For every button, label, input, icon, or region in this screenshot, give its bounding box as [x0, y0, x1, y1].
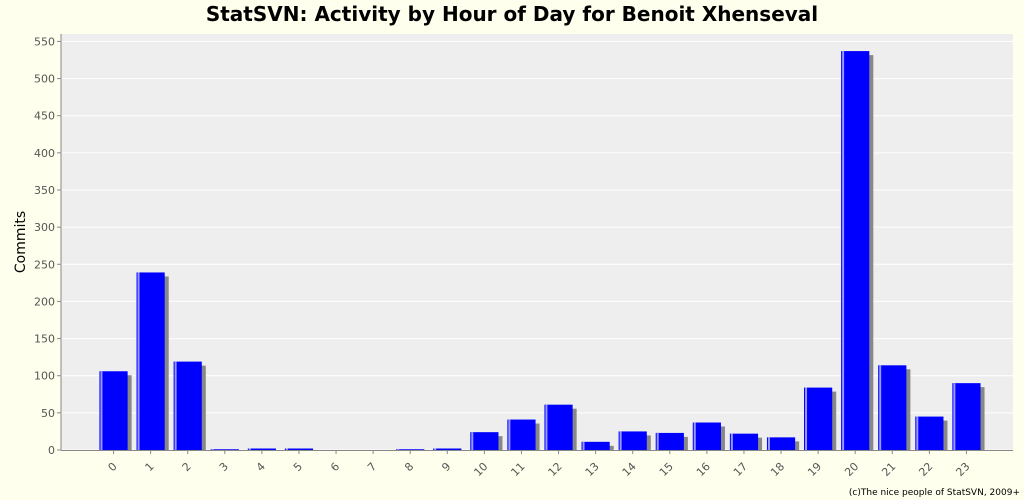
- x-tick-label: 0: [106, 460, 120, 474]
- x-tick-label: 6: [328, 460, 342, 474]
- x-tick-label: 3: [217, 460, 231, 474]
- bar: [729, 433, 759, 450]
- bar: [952, 383, 981, 450]
- bar-highlight: [285, 448, 288, 450]
- bar-highlight: [100, 371, 103, 450]
- bar: [173, 361, 202, 450]
- bar-highlight: [471, 432, 474, 450]
- bar: [766, 437, 796, 450]
- x-tick-label: 4: [254, 460, 268, 474]
- bar: [433, 448, 462, 450]
- footer-credit: (c)The nice people of StatSVN, 2009+: [849, 488, 1020, 498]
- bar: [804, 387, 833, 450]
- y-axis: 0 50 100 150 200 250 300 350 400 450 500 550: [34, 34, 62, 457]
- y-tick-label: 400: [34, 147, 55, 160]
- y-tick-label: 450: [34, 110, 55, 123]
- bar: [915, 416, 944, 450]
- bar-highlight: [545, 404, 548, 450]
- bar: [99, 371, 128, 450]
- y-tick-label: 350: [34, 184, 55, 197]
- x-tick-label: 16: [694, 460, 713, 479]
- bar-highlight: [730, 433, 733, 450]
- bar: [618, 431, 647, 450]
- bar-highlight: [656, 432, 659, 450]
- x-tick-label: 18: [768, 460, 787, 479]
- bar: [210, 449, 239, 450]
- bar-highlight: [619, 431, 622, 450]
- x-tick-label: 13: [583, 460, 602, 479]
- bar-highlight: [211, 449, 214, 450]
- x-tick-label: 17: [731, 460, 750, 479]
- x-tick-label: 21: [879, 460, 898, 479]
- bar-highlight: [953, 383, 956, 450]
- y-tick-label: 550: [34, 35, 55, 48]
- bar-highlight: [582, 441, 585, 450]
- bar: [841, 51, 870, 450]
- y-tick-label: 100: [34, 370, 55, 383]
- bar: [507, 419, 536, 450]
- bar-highlight: [767, 437, 770, 450]
- bar-highlight: [693, 422, 696, 450]
- bar-highlight: [879, 365, 882, 450]
- bar-highlight: [137, 272, 140, 450]
- bar: [692, 422, 721, 450]
- bar-highlight: [916, 416, 919, 450]
- bar-highlight: [248, 448, 251, 450]
- bar: [284, 448, 314, 450]
- y-tick-label: 250: [34, 258, 55, 271]
- y-tick-label: 150: [34, 333, 55, 346]
- x-tick-label: 23: [953, 460, 972, 479]
- y-axis-label: Commits: [13, 211, 29, 273]
- y-tick-label: 300: [34, 221, 55, 234]
- bar-highlight: [397, 449, 400, 450]
- y-tick-label: 200: [34, 295, 55, 308]
- y-tick-label: 500: [34, 73, 55, 86]
- bar: [470, 432, 499, 450]
- x-tick-label: 9: [439, 460, 453, 474]
- y-tick-label: 50: [41, 407, 55, 420]
- y-tick-label: 0: [48, 444, 55, 457]
- bar: [544, 404, 573, 450]
- chart-title: StatSVN: Activity by Hour of Day for Ben…: [206, 2, 818, 26]
- bar-highlight: [434, 448, 437, 450]
- x-tick-label: 8: [402, 460, 416, 474]
- x-tick-label: 5: [291, 460, 305, 474]
- bar: [136, 272, 165, 450]
- x-tick-label: 1: [143, 460, 157, 474]
- bar: [655, 432, 684, 450]
- x-axis: 0 1 2 3 4 5 6 7 8 9 10 11 12 13 14 15 16 17 18 19 20 21 22 23: [61, 450, 1013, 479]
- x-tick-label: 2: [180, 460, 194, 474]
- x-tick-label: 12: [546, 460, 565, 479]
- bar: [581, 441, 610, 450]
- bar: [878, 365, 907, 450]
- x-tick-label: 19: [805, 460, 824, 479]
- x-tick-label: 10: [471, 460, 490, 479]
- bar: [396, 449, 425, 450]
- bar-highlight: [805, 387, 808, 450]
- x-tick-label: 14: [620, 460, 639, 479]
- bar: [247, 448, 276, 450]
- x-tick-label: 20: [842, 460, 861, 479]
- x-tick-label: 11: [508, 460, 527, 479]
- x-tick-label: 22: [916, 460, 935, 479]
- x-tick-label: 15: [657, 460, 676, 479]
- bars: [99, 51, 985, 450]
- x-tick-label: 7: [365, 460, 379, 474]
- bar-highlight: [842, 51, 845, 450]
- bar-highlight: [174, 361, 177, 450]
- bar-highlight: [508, 419, 511, 450]
